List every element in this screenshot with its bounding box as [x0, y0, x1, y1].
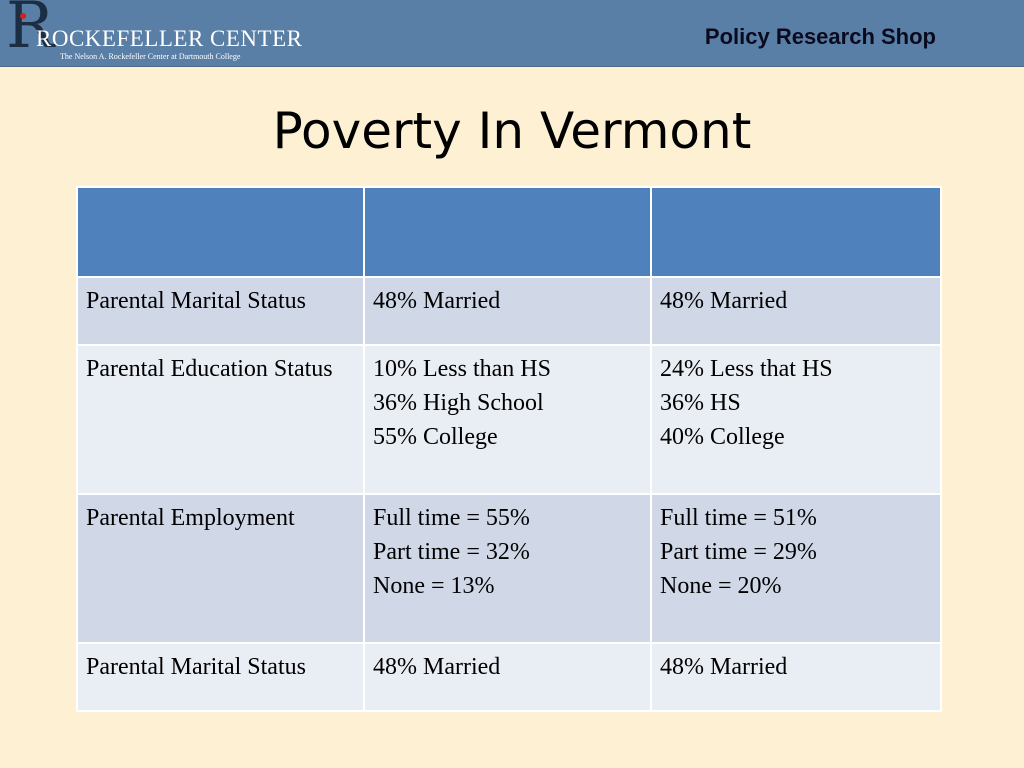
row-label-cell: Parental Education Status	[76, 344, 365, 495]
table-cell: 24% Less that HS 36% HS 40% College	[650, 344, 942, 495]
rockefeller-center-logo: R ROCKEFELLER CENTER The Nelson A. Rocke…	[0, 0, 303, 66]
table-row: Parental Employment Full time = 55% Part…	[76, 493, 942, 644]
logo-subtitle: The Nelson A. Rockefeller Center at Dart…	[60, 52, 241, 61]
logo-dot-icon	[20, 13, 26, 19]
table-row: Parental Education Status 10% Less than …	[76, 344, 942, 495]
header-cell	[76, 186, 365, 278]
table-row: Parental Marital Status 48% Married 48% …	[76, 642, 942, 712]
table-row: Parental Marital Status 48% Married 48% …	[76, 276, 942, 346]
table-cell: 48% Married	[650, 276, 942, 346]
table-cell: 48% Married	[363, 642, 652, 712]
row-label-cell: Parental Marital Status	[76, 276, 365, 346]
slide-title: Poverty In Vermont	[272, 102, 752, 160]
logo-letter: R	[6, 0, 55, 63]
policy-research-shop-label: Policy Research Shop	[704, 24, 936, 49]
header-bar: R ROCKEFELLER CENTER The Nelson A. Rocke…	[0, 0, 1024, 67]
table-cell: Full time = 51% Part time = 29% None = 2…	[650, 493, 942, 644]
logo-name: ROCKEFELLER CENTER	[36, 26, 303, 51]
header-cell	[650, 186, 942, 278]
table-cell: Full time = 55% Part time = 32% None = 1…	[363, 493, 652, 644]
row-label-cell: Parental Marital Status	[76, 642, 365, 712]
table-cell: 48% Married	[363, 276, 652, 346]
table-cell: 10% Less than HS 36% High School 55% Col…	[363, 344, 652, 495]
table-header-row	[76, 186, 942, 278]
poverty-table: Parental Marital Status 48% Married 48% …	[76, 186, 942, 712]
table-cell: 48% Married	[650, 642, 942, 712]
header-cell	[363, 186, 652, 278]
row-label-cell: Parental Employment	[76, 493, 365, 644]
